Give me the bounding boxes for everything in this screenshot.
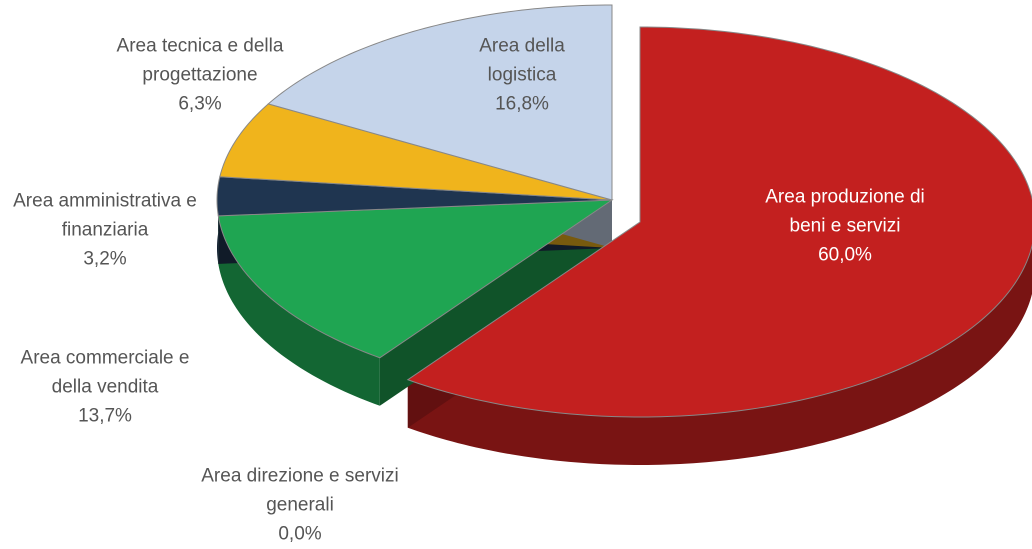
slice-label: Area amministrativa e finanziaria 3,2% — [5, 187, 205, 274]
slice-wall — [379, 200, 612, 406]
value-label: 16,8% — [495, 93, 549, 115]
slice — [219, 103, 613, 201]
value-label: 6,3% — [178, 93, 222, 115]
value-label: 0,0% — [278, 523, 322, 545]
slice-label: Area commerciale e della vendita 13,7% — [0, 344, 210, 431]
category-label: Area commerciale e della vendita — [20, 347, 190, 398]
slice — [406, 26, 1032, 418]
category-label: Area tecnica e della progettazione — [116, 35, 284, 86]
slice — [216, 176, 613, 217]
slice — [217, 199, 614, 359]
value-label: 3,2% — [83, 248, 127, 270]
slice-label: Area produzione di beni e servizi 60,0% — [745, 183, 945, 270]
value-label: 13,7% — [78, 405, 132, 427]
slice-label: Area tecnica e della progettazione 6,3% — [113, 32, 288, 119]
slice-side — [407, 27, 1032, 465]
value-label: 60,0% — [818, 244, 872, 266]
slice-side — [218, 215, 380, 406]
category-label: Area direzione e servizi generali — [201, 465, 399, 516]
category-label: Area produzione di beni e servizi — [765, 186, 925, 237]
slice-label: Area direzione e servizi generali 0,0% — [200, 462, 400, 549]
category-label: Area della logistica — [479, 35, 565, 86]
slice — [267, 4, 613, 201]
slice-label: Area della logistica 16,8% — [452, 32, 592, 119]
category-label: Area amministrativa e finanziaria — [13, 190, 197, 241]
